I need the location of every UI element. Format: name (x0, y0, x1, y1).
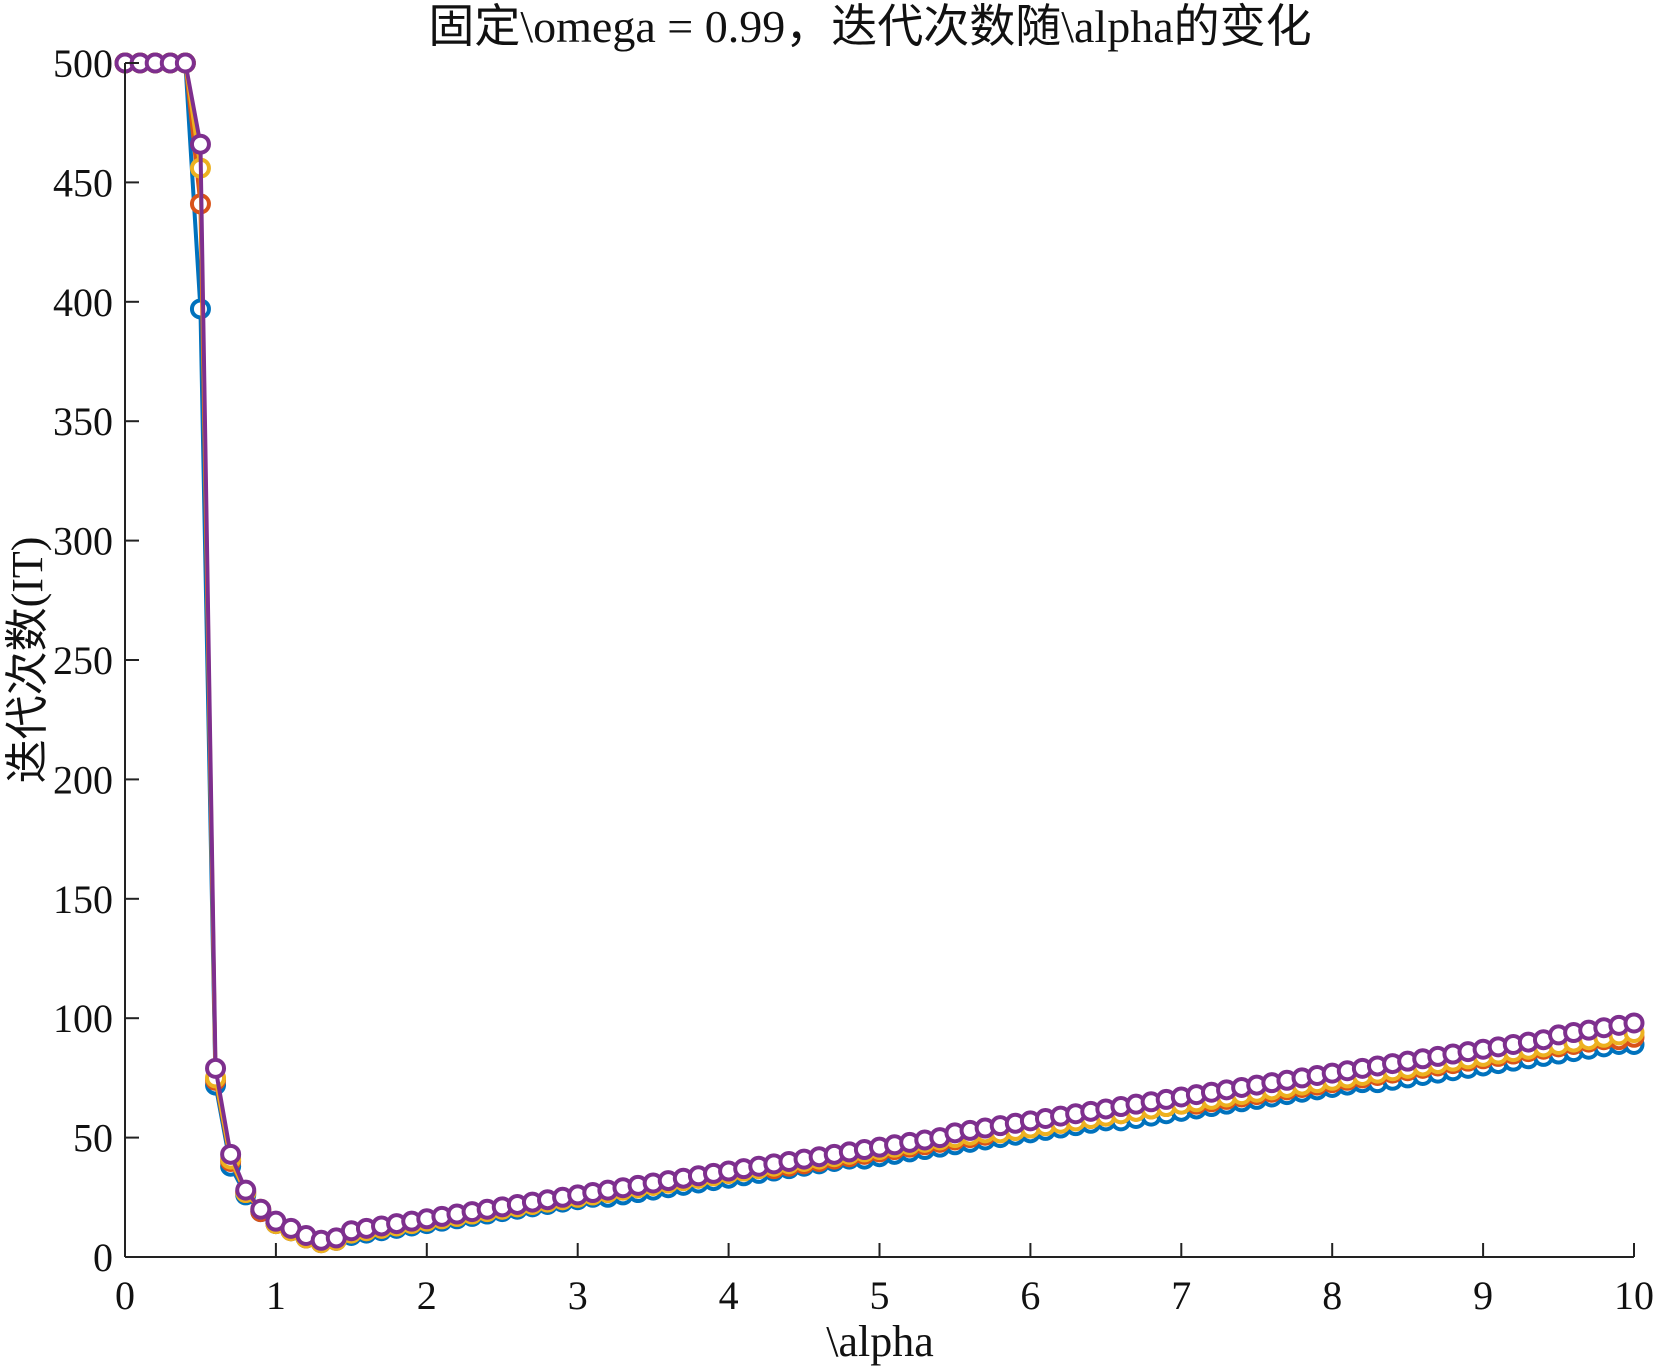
series-4 (114, 52, 1645, 1251)
x-tick-label: 8 (1322, 1273, 1342, 1318)
y-tick-label: 100 (53, 996, 113, 1041)
y-tick-label: 500 (53, 41, 113, 86)
x-tick-label: 1 (266, 1273, 286, 1318)
data-point (220, 1143, 242, 1165)
y-tick-label: 50 (73, 1116, 113, 1161)
series-3 (114, 52, 1645, 1254)
y-tick-label: 0 (93, 1235, 113, 1280)
y-axis-label: 迭代次数(IT) (3, 537, 52, 784)
data-point (205, 1057, 227, 1079)
plot-area (114, 52, 1645, 1254)
data-point (250, 1198, 272, 1220)
x-tick-label: 10 (1614, 1273, 1654, 1318)
x-tick-label: 3 (568, 1273, 588, 1318)
y-tick-label: 400 (53, 280, 113, 325)
x-tick-label: 4 (719, 1273, 739, 1318)
data-point (174, 52, 196, 74)
chart-title: 固定\omega = 0.99，迭代次数随\alpha的变化 (428, 1, 1311, 52)
y-tick-label: 150 (53, 877, 113, 922)
data-point (235, 1179, 257, 1201)
x-tick-label: 6 (1020, 1273, 1040, 1318)
y-tick-label: 350 (53, 399, 113, 444)
y-tick-label: 250 (53, 638, 113, 683)
x-tick-label: 9 (1473, 1273, 1493, 1318)
x-axis-label: \alpha (826, 1317, 934, 1366)
x-tick-label: 5 (870, 1273, 890, 1318)
x-tick-label: 2 (417, 1273, 437, 1318)
data-point (1623, 1012, 1645, 1034)
data-point (189, 133, 211, 155)
y-tick-label: 300 (53, 519, 113, 564)
x-tick-label: 7 (1171, 1273, 1191, 1318)
y-ticks: 0 50 100 150 200 250 300 350 400 450 500 (53, 41, 139, 1280)
x-tick-label: 0 (115, 1273, 135, 1318)
y-tick-label: 450 (53, 160, 113, 205)
y-tick-label: 200 (53, 757, 113, 802)
x-ticks: 0 1 2 3 4 5 6 7 8 9 10 (115, 1243, 1654, 1318)
